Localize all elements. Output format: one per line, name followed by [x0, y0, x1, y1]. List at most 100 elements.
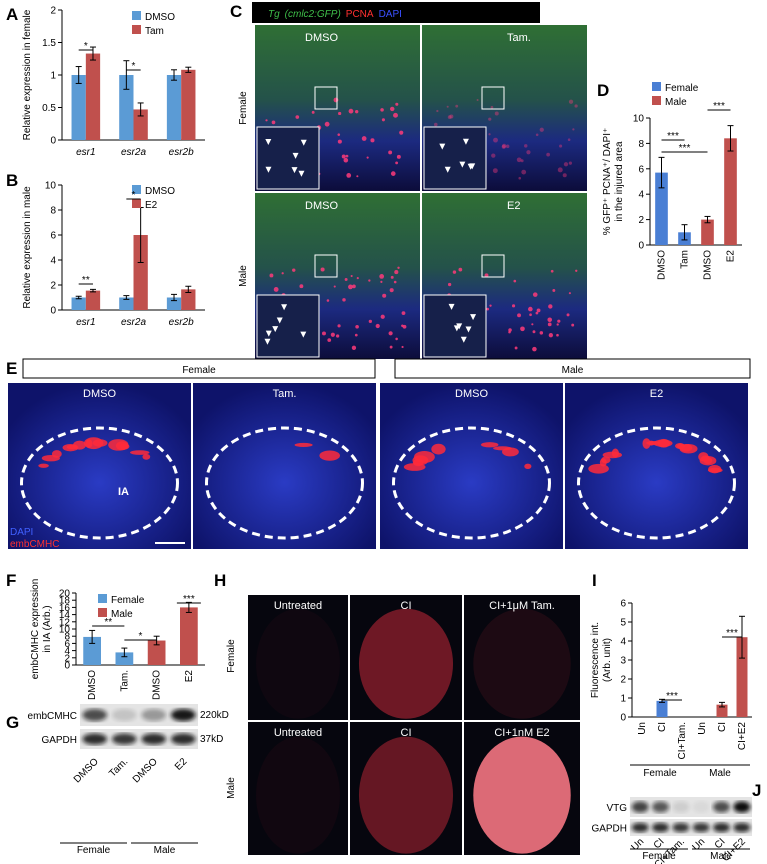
x-tick-label: CI+Tam.: [677, 722, 688, 760]
legend-swatch: [132, 199, 141, 208]
pcna-signal: [436, 109, 439, 113]
pcna-signal: [488, 133, 491, 136]
y-tick-label: 16: [59, 603, 71, 614]
band-label: VTG: [606, 803, 627, 814]
x-tick-label: Un: [697, 722, 708, 735]
x-tick-label: E2: [726, 250, 737, 263]
band: [82, 733, 108, 745]
pcna-signal: [352, 284, 356, 289]
y-axis-label: in the injured area: [614, 141, 625, 221]
x-tick-label: esr1: [76, 147, 95, 158]
pcna-signal: [492, 168, 498, 174]
y-tick-label: 3: [620, 656, 626, 667]
pcna-signal: [526, 150, 531, 155]
arrowhead: [460, 336, 467, 343]
pcna-signal: [393, 112, 398, 118]
group-label: Male: [710, 851, 732, 862]
pcna-signal: [455, 104, 459, 108]
band: [111, 708, 137, 722]
pcna-signal: [501, 143, 507, 149]
y-tick-label: 8: [64, 632, 70, 643]
embcmhc-signal: [41, 454, 60, 462]
pcna-signal: [396, 154, 401, 159]
error-bar: [121, 647, 128, 658]
pcna-signal: [379, 274, 385, 279]
embcmhc-signal: [129, 450, 150, 455]
band: [692, 801, 710, 813]
embcmhc-signal: [294, 442, 313, 448]
panel-label: I: [592, 571, 597, 590]
y-tick-label: 2: [620, 675, 626, 686]
embcmhc-signal: [524, 463, 532, 470]
stain-name: DAPI: [379, 9, 402, 20]
band: [692, 822, 710, 833]
error-bar: [185, 601, 192, 613]
pcna-signal: [390, 171, 396, 176]
significance-label: ***: [183, 594, 195, 605]
pcna-signal: [559, 144, 563, 148]
embcmhc-signal: [601, 456, 611, 464]
embcmhc-signal: [431, 443, 446, 455]
bar: [656, 700, 668, 717]
embcmhc-signal: [701, 455, 710, 462]
pcna-signal: [532, 292, 538, 297]
micrograph: [8, 383, 191, 549]
pcna-signal: [568, 99, 574, 104]
pcna-signal: [524, 144, 528, 148]
legend-label: DMSO: [145, 186, 175, 197]
embcmhc-signal: [679, 444, 698, 454]
arrowhead: [439, 143, 446, 150]
pcna-signal: [335, 334, 340, 338]
injury-outline: [20, 426, 179, 540]
lane-label: E2: [173, 756, 190, 773]
panel-label: J: [752, 781, 761, 800]
roi-box: [481, 86, 505, 110]
image-label: Tam.: [273, 388, 297, 400]
legend-label: E2: [145, 200, 158, 211]
embcmhc-signal: [707, 467, 723, 473]
y-axis-label: Fluorescence int.: [590, 622, 601, 698]
micrograph: [193, 383, 376, 549]
x-tick-label: esr2a: [121, 147, 146, 158]
pcna-signal: [380, 280, 383, 284]
bar: [133, 109, 148, 140]
bar: [85, 53, 101, 140]
y-tick-label: 0: [50, 136, 56, 147]
micrograph: [248, 595, 348, 720]
significance-label: *: [132, 190, 136, 201]
pcna-signal: [494, 111, 499, 116]
error-bar: [123, 60, 130, 90]
bar: [83, 636, 101, 665]
pcna-signal: [380, 314, 385, 319]
embcmhc-signal: [73, 440, 86, 450]
embcmhc-signal: [142, 453, 151, 460]
significance-label: ***: [679, 143, 691, 154]
pcna-signal: [566, 313, 570, 317]
pcna-signal: [521, 169, 527, 175]
pcna-signal: [575, 269, 578, 272]
y-tick-label: 10: [59, 625, 71, 636]
pcna-signal: [311, 110, 315, 114]
arrowhead: [300, 331, 307, 338]
pcna-signal: [292, 268, 296, 272]
pcna-signal: [333, 97, 339, 103]
pcna-signal: [399, 130, 404, 135]
pcna-signal: [326, 299, 330, 302]
y-tick-label: 4: [620, 637, 626, 648]
pcna-signal: [491, 153, 496, 158]
image-label: CI+1μM Tam.: [489, 600, 555, 612]
image-label: E2: [650, 388, 663, 400]
bar: [71, 75, 86, 140]
embcmhc-signal: [502, 447, 519, 457]
y-tick-label: 6: [50, 231, 56, 242]
pcna-signal: [342, 298, 346, 302]
image-label: Tam.: [507, 32, 531, 44]
error-bar: [185, 66, 192, 73]
bar: [85, 290, 101, 310]
pcna-signal: [356, 175, 359, 178]
error-bar: [89, 629, 96, 644]
significance-label: *: [84, 41, 88, 52]
legend-label: DMSO: [145, 12, 175, 23]
embcmhc-signal: [642, 438, 651, 449]
